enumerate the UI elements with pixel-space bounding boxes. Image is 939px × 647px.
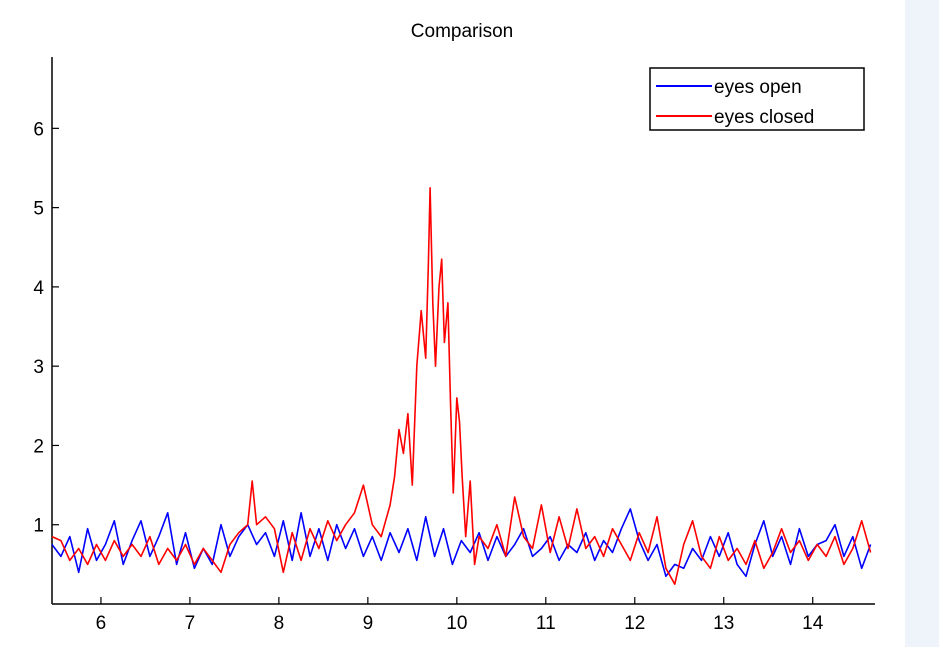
x-tick-label: 11 xyxy=(536,613,556,634)
x-tick-label: 6 xyxy=(96,613,107,634)
series-line-eyes-closed xyxy=(51,187,872,586)
y-tick-label: 3 xyxy=(33,357,44,378)
right-border-strip xyxy=(905,0,939,647)
legend: eyes open eyes closed xyxy=(649,67,865,131)
legend-box xyxy=(649,67,865,131)
x-tick-label: 9 xyxy=(363,613,374,634)
series-layer xyxy=(51,187,872,586)
x-tick-label: 8 xyxy=(274,613,285,634)
y-tick-label: 2 xyxy=(33,436,44,457)
y-axis-ticks: 1 2 3 4 5 6 xyxy=(33,119,59,537)
x-tick-label: 14 xyxy=(802,613,824,634)
x-tick-label: 10 xyxy=(446,613,467,634)
chart-title: Comparison xyxy=(411,21,513,42)
legend-label-eyes-closed: eyes closed xyxy=(714,107,814,128)
y-tick-label: 6 xyxy=(33,119,44,140)
y-tick-label: 5 xyxy=(33,199,44,220)
y-tick-label: 4 xyxy=(33,278,44,299)
legend-label-eyes-open: eyes open xyxy=(714,77,802,98)
x-tick-label: 7 xyxy=(185,613,196,634)
axes xyxy=(51,57,875,605)
x-tick-label: 12 xyxy=(624,613,645,634)
series-line-eyes-open xyxy=(51,508,872,578)
y-tick-label: 1 xyxy=(33,516,44,537)
x-tick-label: 13 xyxy=(713,613,734,634)
x-axis-ticks: 6 7 8 9 10 11 12 13 14 xyxy=(96,597,824,634)
